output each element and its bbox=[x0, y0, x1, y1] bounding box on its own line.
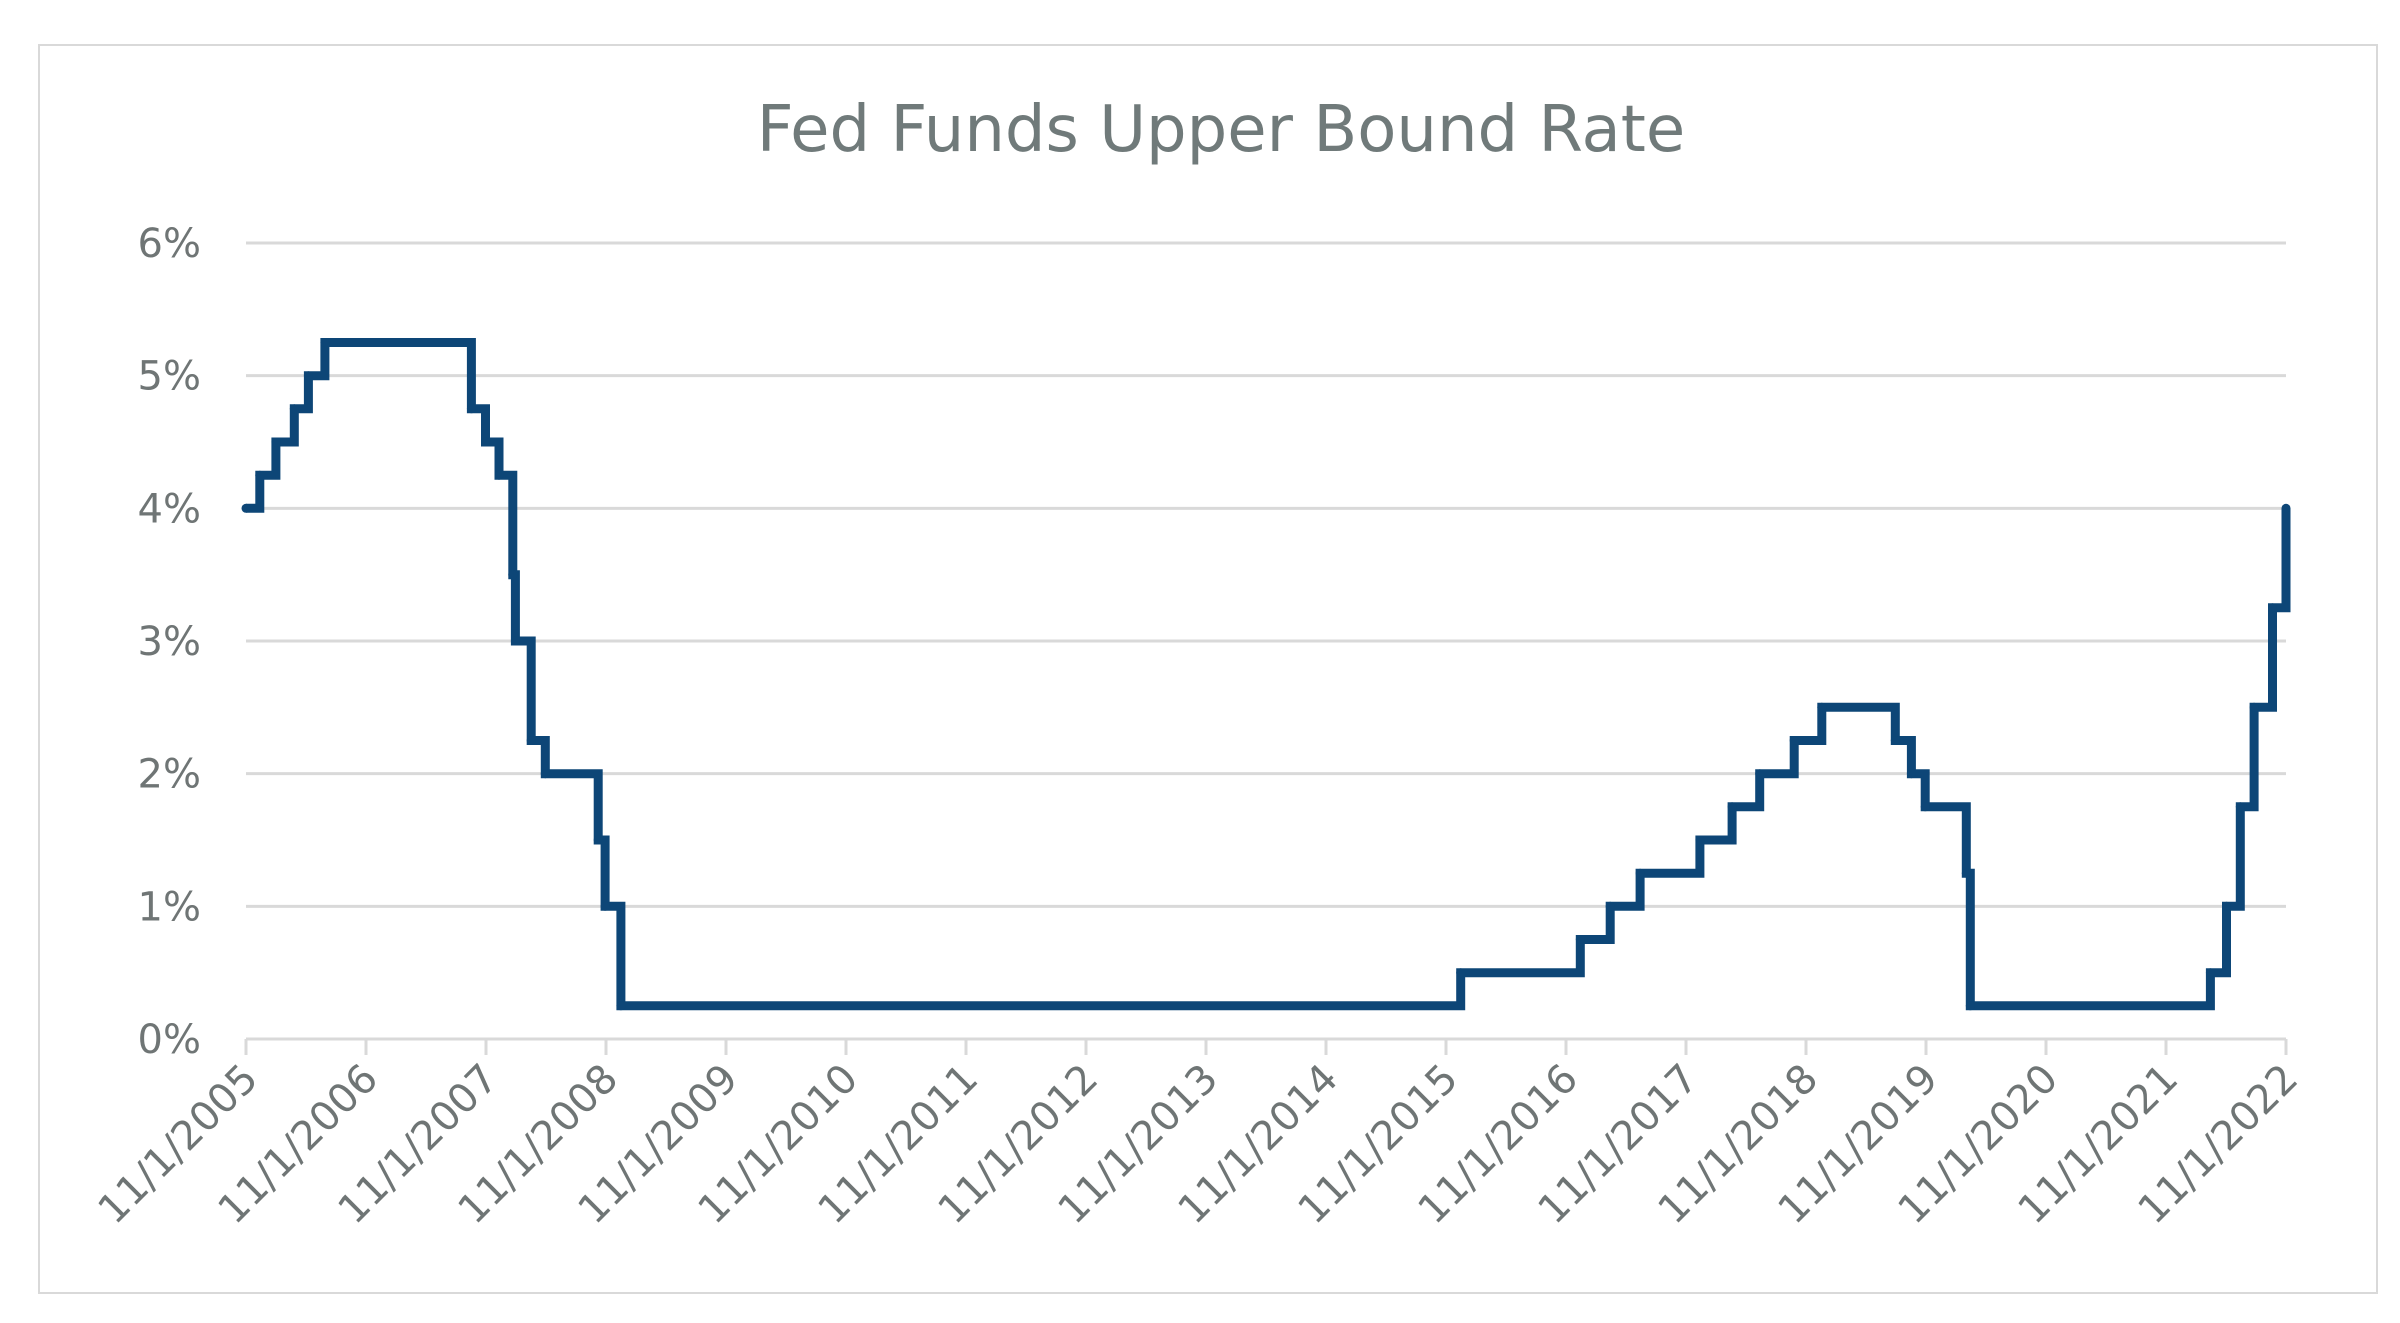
data-point bbox=[320, 338, 330, 347]
data-point bbox=[2268, 603, 2277, 613]
data-point bbox=[289, 404, 299, 414]
data-point bbox=[1635, 868, 1645, 878]
gridlines bbox=[246, 241, 2286, 908]
data-point bbox=[241, 503, 251, 513]
y-tick-label: 1% bbox=[138, 884, 201, 930]
data-point bbox=[1961, 868, 1971, 878]
y-tick-label: 5% bbox=[138, 354, 201, 400]
data-point bbox=[2205, 968, 2215, 978]
series-layer bbox=[241, 338, 2291, 1011]
data-point bbox=[2249, 702, 2259, 712]
data-point bbox=[494, 470, 504, 480]
data-point bbox=[1727, 802, 1737, 812]
chart-svg: Fed Funds Upper Bound Rate 0% 1% 2% 3% 4% 5% 6… bbox=[90, 93, 2308, 1233]
data-point bbox=[1817, 702, 1827, 712]
data-point bbox=[1755, 769, 1765, 779]
y-tick-label: 2% bbox=[138, 752, 201, 798]
data-point bbox=[510, 636, 520, 646]
data-point bbox=[508, 570, 518, 580]
data-point bbox=[1605, 901, 1615, 911]
y-axis-tick-labels: 0% 1% 2% 3% 4% 5% 6% bbox=[138, 221, 201, 1063]
data-point bbox=[1575, 935, 1585, 944]
chart-title: Fed Funds Upper Bound Rate bbox=[757, 93, 1685, 167]
data-point bbox=[1906, 769, 1916, 779]
data-point bbox=[271, 437, 281, 447]
y-tick-label: 6% bbox=[138, 221, 201, 267]
data-point bbox=[466, 404, 476, 414]
data-point bbox=[1789, 736, 1799, 745]
y-tick-label: 4% bbox=[138, 486, 201, 532]
data-point bbox=[2222, 901, 2231, 911]
data-point bbox=[1890, 736, 1900, 745]
chart-frame: Fed Funds Upper Bound Rate 0% 1% 2% 3% 4% 5% 6… bbox=[38, 44, 2378, 1294]
data-point bbox=[255, 470, 265, 480]
data-point bbox=[1695, 835, 1705, 845]
y-tick-label: 0% bbox=[138, 1017, 201, 1063]
data-point bbox=[593, 835, 603, 845]
data-point bbox=[2281, 503, 2291, 513]
data-point bbox=[481, 437, 490, 447]
data-point bbox=[1920, 802, 1930, 812]
data-point bbox=[2235, 802, 2245, 812]
data-point bbox=[1456, 968, 1466, 978]
data-point bbox=[616, 1001, 626, 1011]
data-point bbox=[526, 736, 536, 745]
data-point bbox=[303, 371, 313, 381]
data-point bbox=[600, 901, 610, 911]
y-tick-label: 3% bbox=[138, 619, 201, 665]
x-axis: 11/1/200511/1/200611/1/200711/1/200811/1… bbox=[90, 1037, 2307, 1233]
data-point bbox=[1965, 1001, 1975, 1011]
data-point bbox=[540, 769, 550, 779]
series-line bbox=[246, 338, 2291, 1011]
